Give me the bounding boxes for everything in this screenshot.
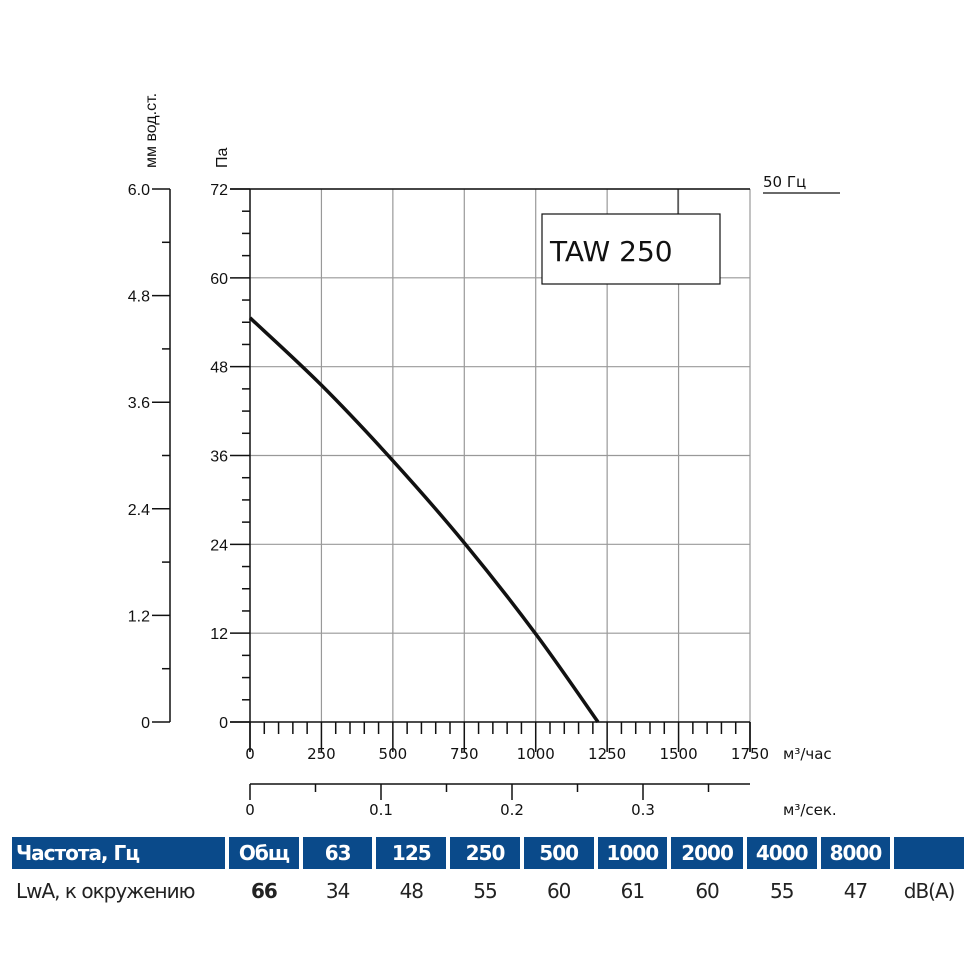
table-header-cell: 4000 xyxy=(746,837,817,869)
y2-tick-label: 3.6 xyxy=(128,395,150,412)
y-tick-label: 0 xyxy=(219,715,228,732)
x-tick-label: 500 xyxy=(379,745,408,763)
table-header-cell: Общ xyxy=(229,837,299,869)
x2-axis-label: м³/сек. xyxy=(783,801,837,819)
x-tick-label: 750 xyxy=(450,745,479,763)
frequency-label: 50 Гц xyxy=(763,173,806,191)
x-tick-label: 1250 xyxy=(588,745,626,763)
fan-performance-chart: 0 12 24 36 48 60 72 Па 0 250 500 750 1000 1250 1500 175… xyxy=(128,93,840,819)
table-cell: 55 xyxy=(473,879,497,903)
y2-tick-label: 1.2 xyxy=(128,608,150,625)
table-header-cell: 500 xyxy=(523,837,594,869)
table-header-cell xyxy=(894,837,964,869)
table-header-cell: 250 xyxy=(450,837,520,869)
table-cell: 60 xyxy=(695,879,719,903)
sound-power-table: Частота, Гц Общ 63 125 250 500 1000 2000 4000 800… xyxy=(12,837,968,907)
table-cell: 48 xyxy=(399,879,424,903)
table-cell: 47 xyxy=(843,879,868,903)
x-tick-label: 1500 xyxy=(659,745,697,763)
table-row: LwA, к окружению 66 34 48 55 60 61 60 55 47 dB(A) xyxy=(12,875,968,907)
x2-tick-label: 0.1 xyxy=(369,801,393,819)
unit-label: dB(A) xyxy=(903,879,956,903)
chart-title: TAW 250 xyxy=(549,235,673,268)
table-header-cell: Частота, Гц xyxy=(12,837,226,869)
table-cell: 61 xyxy=(620,879,645,903)
table-header-cell: 1000 xyxy=(597,837,668,869)
x-tick-label: 1000 xyxy=(517,745,555,763)
x-tick-label: 1750 xyxy=(731,745,769,763)
table-header-row: Частота, Гц Общ 63 125 250 500 1000 2000 4000 800… xyxy=(12,837,968,869)
x-tick-label: 0 xyxy=(245,745,255,763)
table-cell: 60 xyxy=(546,879,571,903)
y-axis-label: Па xyxy=(214,148,231,169)
y2-axis-label: мм вод.ст. xyxy=(143,93,160,168)
y-tick-label: 36 xyxy=(210,449,228,466)
y-tick-label: 12 xyxy=(210,626,228,643)
table-header-cell: 8000 xyxy=(820,837,891,869)
x-axis-label: м³/час xyxy=(783,745,832,763)
table-header-cell: 63 xyxy=(302,837,373,869)
row-label: LwA, к окружению xyxy=(16,879,195,903)
table-header-cell: 125 xyxy=(376,837,447,869)
y2-tick-label: 4.8 xyxy=(128,289,150,306)
y2-tick-label: 2.4 xyxy=(128,502,150,519)
y-tick-label: 48 xyxy=(210,360,228,377)
y2-tick-label: 0 xyxy=(141,715,150,732)
performance-curve xyxy=(248,316,600,724)
x2-tick-label: 0.2 xyxy=(500,801,524,819)
table-header-cell: 2000 xyxy=(671,837,743,869)
x-tick-label: 250 xyxy=(307,745,336,763)
y-tick-label: 60 xyxy=(210,271,228,288)
table-cell: 34 xyxy=(325,879,350,903)
table-cell: 55 xyxy=(770,879,794,903)
y2-tick-label: 6.0 xyxy=(128,182,150,199)
title-box xyxy=(541,213,721,285)
y-tick-label: 72 xyxy=(210,182,228,199)
x2-tick-label: 0.3 xyxy=(631,801,655,819)
table-cell: 66 xyxy=(251,879,278,903)
y-tick-label: 24 xyxy=(210,537,228,554)
x2-tick-label: 0 xyxy=(245,801,255,819)
